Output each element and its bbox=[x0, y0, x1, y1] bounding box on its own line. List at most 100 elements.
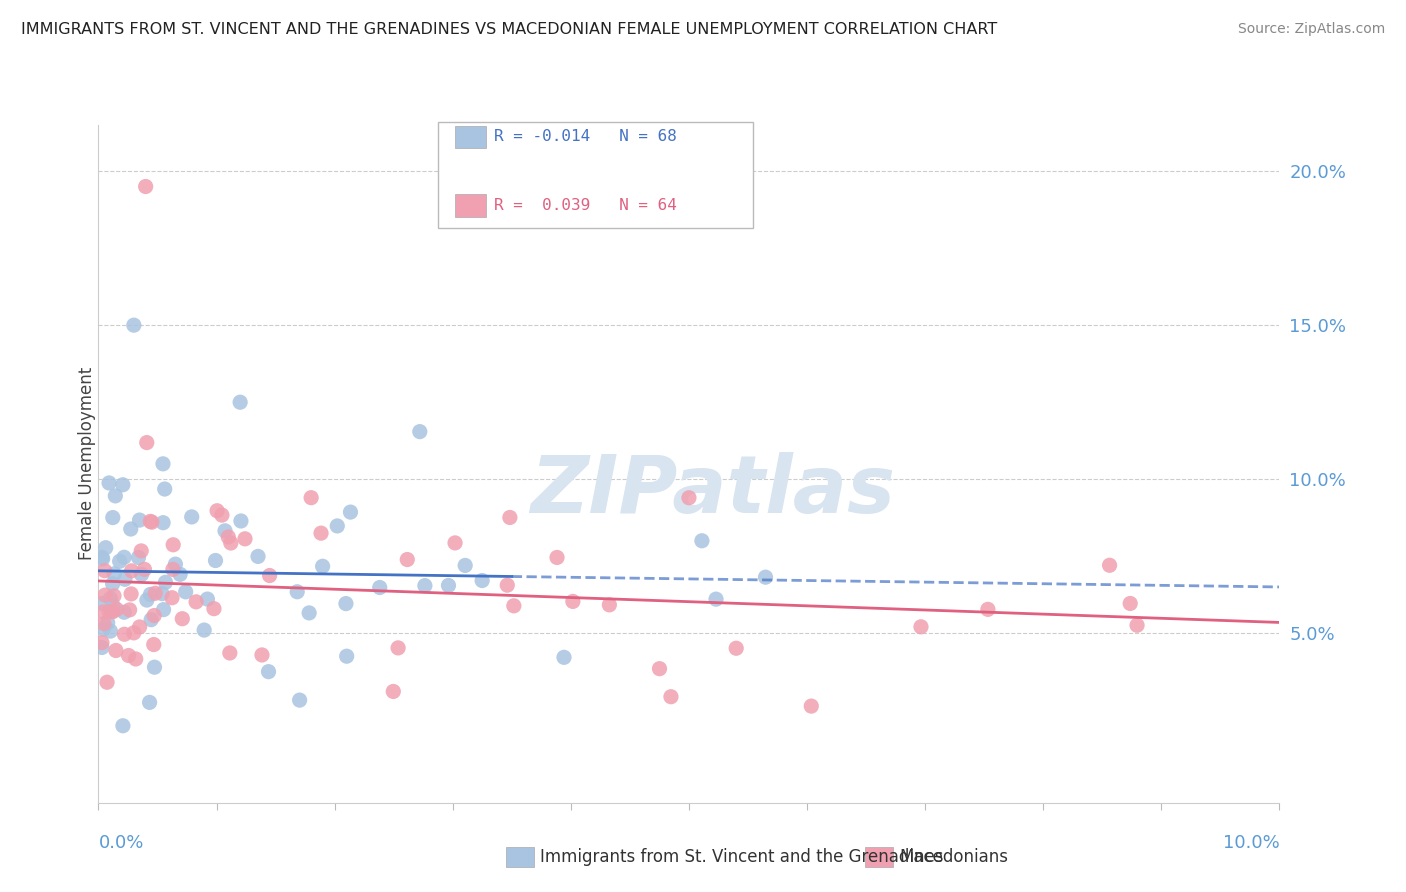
Point bbox=[128, 550, 150, 565]
Point bbox=[101, 510, 124, 524]
Point bbox=[169, 567, 191, 582]
Point bbox=[382, 684, 405, 698]
Point bbox=[104, 643, 127, 657]
Text: R = -0.014   N = 68: R = -0.014 N = 68 bbox=[495, 129, 678, 144]
Point bbox=[120, 587, 142, 601]
Point bbox=[396, 552, 419, 566]
Point bbox=[103, 566, 125, 581]
Point bbox=[97, 615, 120, 630]
Point bbox=[160, 591, 183, 605]
Point bbox=[326, 519, 349, 533]
Point bbox=[1126, 618, 1149, 632]
Point bbox=[121, 564, 143, 578]
Text: 0.0%: 0.0% bbox=[98, 834, 143, 852]
Point bbox=[204, 553, 226, 567]
Point bbox=[339, 505, 361, 519]
Point bbox=[454, 558, 477, 573]
Point bbox=[250, 648, 273, 662]
Point bbox=[139, 613, 162, 627]
Point bbox=[247, 549, 270, 564]
Point bbox=[659, 690, 682, 704]
Point bbox=[800, 699, 823, 714]
Text: Source: ZipAtlas.com: Source: ZipAtlas.com bbox=[1237, 22, 1385, 37]
Point bbox=[219, 536, 242, 550]
Point bbox=[103, 589, 125, 603]
Point bbox=[125, 652, 148, 666]
Point bbox=[180, 510, 202, 524]
Point bbox=[139, 515, 162, 529]
Point bbox=[98, 475, 121, 490]
Point bbox=[205, 504, 228, 518]
Point bbox=[229, 514, 252, 528]
Point bbox=[311, 559, 333, 574]
Point bbox=[309, 526, 332, 541]
Point bbox=[143, 586, 166, 600]
Point bbox=[298, 606, 321, 620]
Point bbox=[111, 719, 134, 733]
Point bbox=[122, 318, 145, 333]
Point bbox=[152, 516, 174, 530]
Point bbox=[91, 622, 114, 636]
Point bbox=[101, 599, 124, 613]
Point bbox=[285, 584, 308, 599]
Text: IMMIGRANTS FROM ST. VINCENT AND THE GRENADINES VS MACEDONIAN FEMALE UNEMPLOYMENT: IMMIGRANTS FROM ST. VINCENT AND THE GREN… bbox=[21, 22, 997, 37]
Point bbox=[288, 693, 311, 707]
Point bbox=[336, 649, 359, 664]
Point bbox=[101, 577, 124, 591]
Point bbox=[139, 587, 162, 601]
Point bbox=[162, 538, 184, 552]
Point bbox=[152, 457, 174, 471]
Point bbox=[444, 536, 467, 550]
Point bbox=[105, 602, 128, 616]
Point bbox=[725, 641, 748, 656]
Point bbox=[197, 592, 219, 607]
Point bbox=[217, 530, 239, 544]
Point bbox=[93, 564, 115, 578]
Point bbox=[977, 602, 1000, 616]
Point bbox=[91, 552, 114, 566]
Point bbox=[496, 578, 519, 592]
Point bbox=[91, 550, 114, 565]
Point bbox=[100, 591, 122, 606]
Point bbox=[368, 581, 391, 595]
Point bbox=[546, 550, 568, 565]
Point bbox=[174, 584, 197, 599]
Point bbox=[335, 597, 357, 611]
Point bbox=[98, 605, 121, 619]
Point bbox=[155, 575, 177, 590]
Point bbox=[754, 570, 776, 584]
Point bbox=[162, 562, 184, 576]
Point bbox=[437, 578, 460, 592]
Point bbox=[152, 602, 174, 616]
Point bbox=[94, 541, 117, 555]
Point bbox=[143, 608, 166, 623]
Point bbox=[553, 650, 575, 665]
Point bbox=[678, 491, 700, 505]
Point bbox=[387, 640, 409, 655]
Point bbox=[131, 567, 153, 582]
Point bbox=[233, 532, 256, 546]
Point bbox=[690, 533, 713, 548]
Point bbox=[143, 660, 166, 674]
Point bbox=[91, 605, 114, 619]
Point bbox=[471, 574, 494, 588]
Point bbox=[112, 605, 135, 619]
Point bbox=[93, 616, 115, 631]
Point bbox=[94, 588, 117, 602]
Point bbox=[114, 572, 136, 586]
Y-axis label: Female Unemployment: Female Unemployment bbox=[79, 368, 96, 560]
Point bbox=[112, 627, 135, 641]
Point bbox=[299, 491, 322, 505]
Point bbox=[704, 592, 727, 607]
Point bbox=[218, 646, 240, 660]
Point bbox=[100, 624, 122, 639]
Point bbox=[91, 640, 114, 655]
Point bbox=[141, 515, 163, 529]
Point bbox=[134, 562, 156, 576]
Point bbox=[135, 435, 157, 450]
Point bbox=[214, 524, 236, 538]
Point bbox=[101, 605, 124, 619]
Text: Immigrants from St. Vincent and the Grenadines: Immigrants from St. Vincent and the Gren… bbox=[540, 848, 943, 866]
Point bbox=[120, 522, 142, 536]
Point bbox=[108, 554, 131, 568]
